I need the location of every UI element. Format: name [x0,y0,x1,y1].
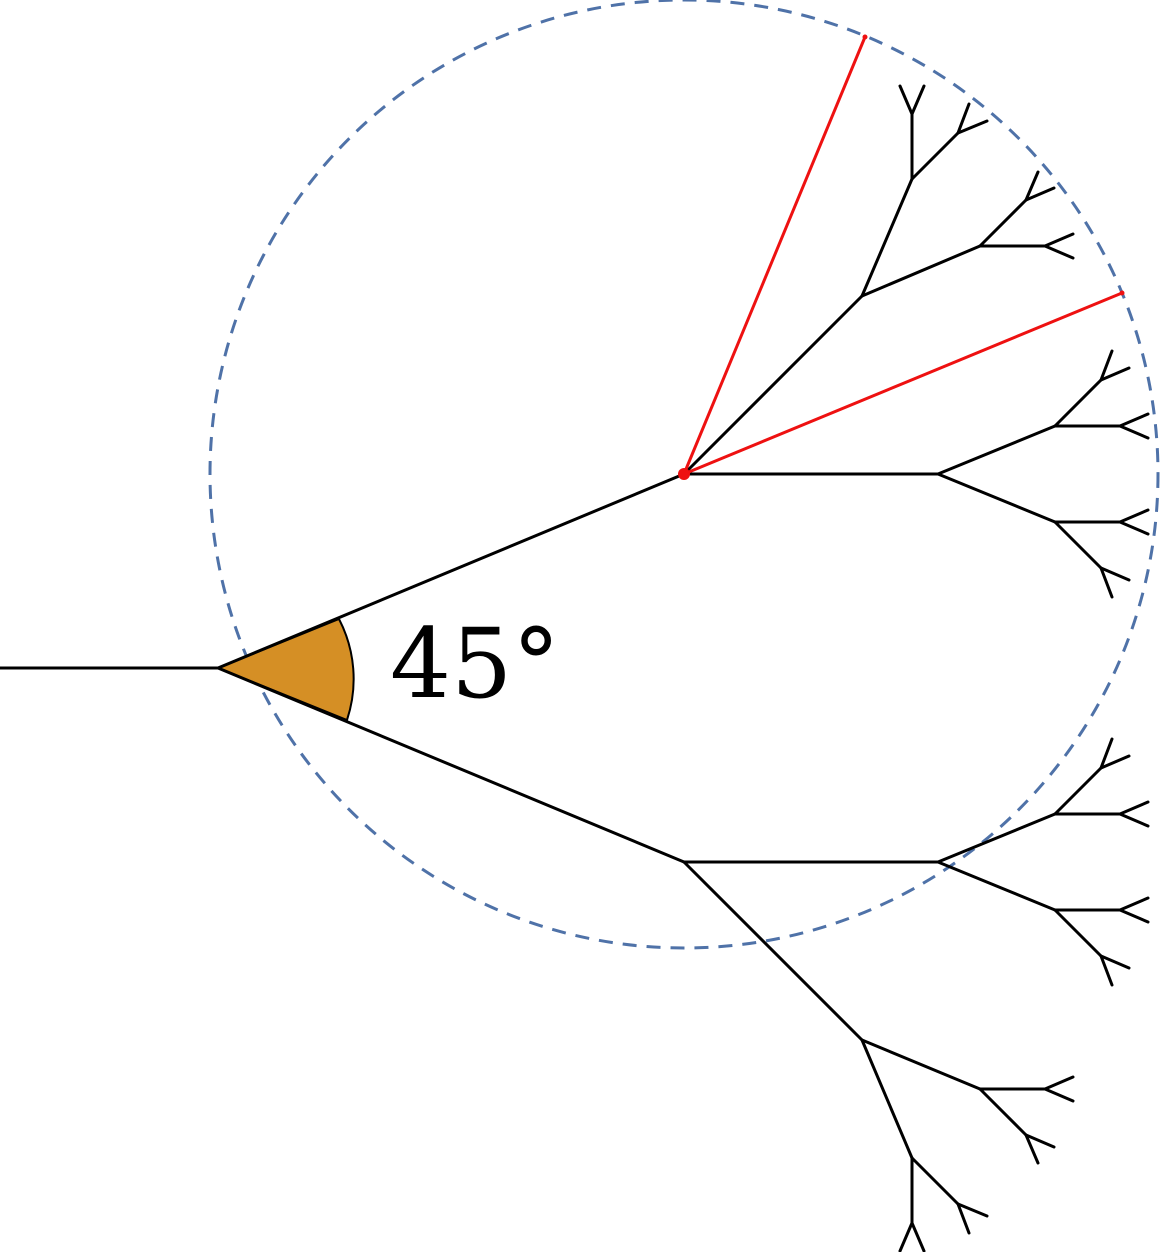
red-endpoint-upper [862,34,868,40]
red-center-point [678,468,690,480]
upper-main-branch [216,472,686,670]
red-radius-upper [682,36,867,475]
red-radius-lower [683,291,1123,476]
red-endpoint-lower [1119,290,1125,296]
angle-label: 45° [390,608,560,720]
angle-sector [215,617,355,722]
lower-main-branch [216,666,686,864]
dashed-circle [208,0,1160,950]
lower-subtree [682,737,1150,1252]
upper-subtree [682,84,1150,599]
